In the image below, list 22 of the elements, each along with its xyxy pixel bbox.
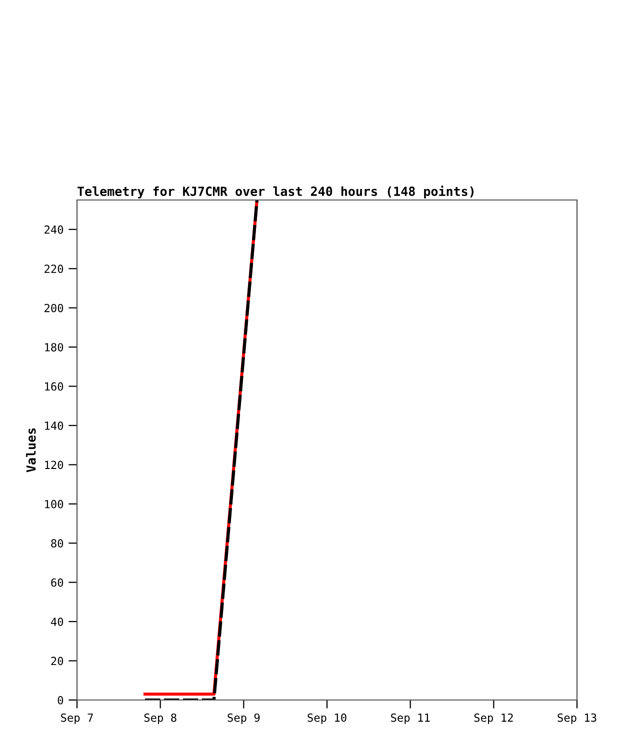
y-tick-label: 60 — [51, 578, 64, 587]
y-tick-label: 80 — [51, 539, 64, 548]
y-tick-label: 100 — [45, 500, 64, 508]
y-axis-title: Values — [26, 428, 36, 472]
y-tick-label: 0 — [58, 696, 64, 704]
y-tick-label: 240 — [44, 225, 64, 234]
y-tick-label: 40 — [50, 618, 64, 626]
x-tick-label: Sep 12 — [474, 713, 513, 724]
y-tick-label: 200 — [44, 304, 64, 312]
y-tick-label: 120 — [45, 460, 64, 470]
x-tick-label: Sep 11 — [391, 713, 430, 724]
y-tick-label: 20 — [51, 656, 64, 666]
y-tick-label: 140 — [45, 421, 64, 430]
x-tick-label: Sep 8 — [144, 713, 176, 724]
y-tick-label: 220 — [44, 264, 64, 274]
x-tick-label: Sep 7 — [61, 713, 93, 724]
x-tick-label: Sep 10 — [308, 713, 346, 724]
chart-title: Telemetry for KJ7CMR over last 240 hours (148 points) — [78, 186, 474, 198]
x-tick-label: Sep 13 — [558, 713, 596, 724]
y-tick-label: 160 — [45, 382, 64, 391]
x-tick-label: Sep 9 — [228, 713, 260, 724]
y-tick-label: 180 — [45, 343, 64, 352]
